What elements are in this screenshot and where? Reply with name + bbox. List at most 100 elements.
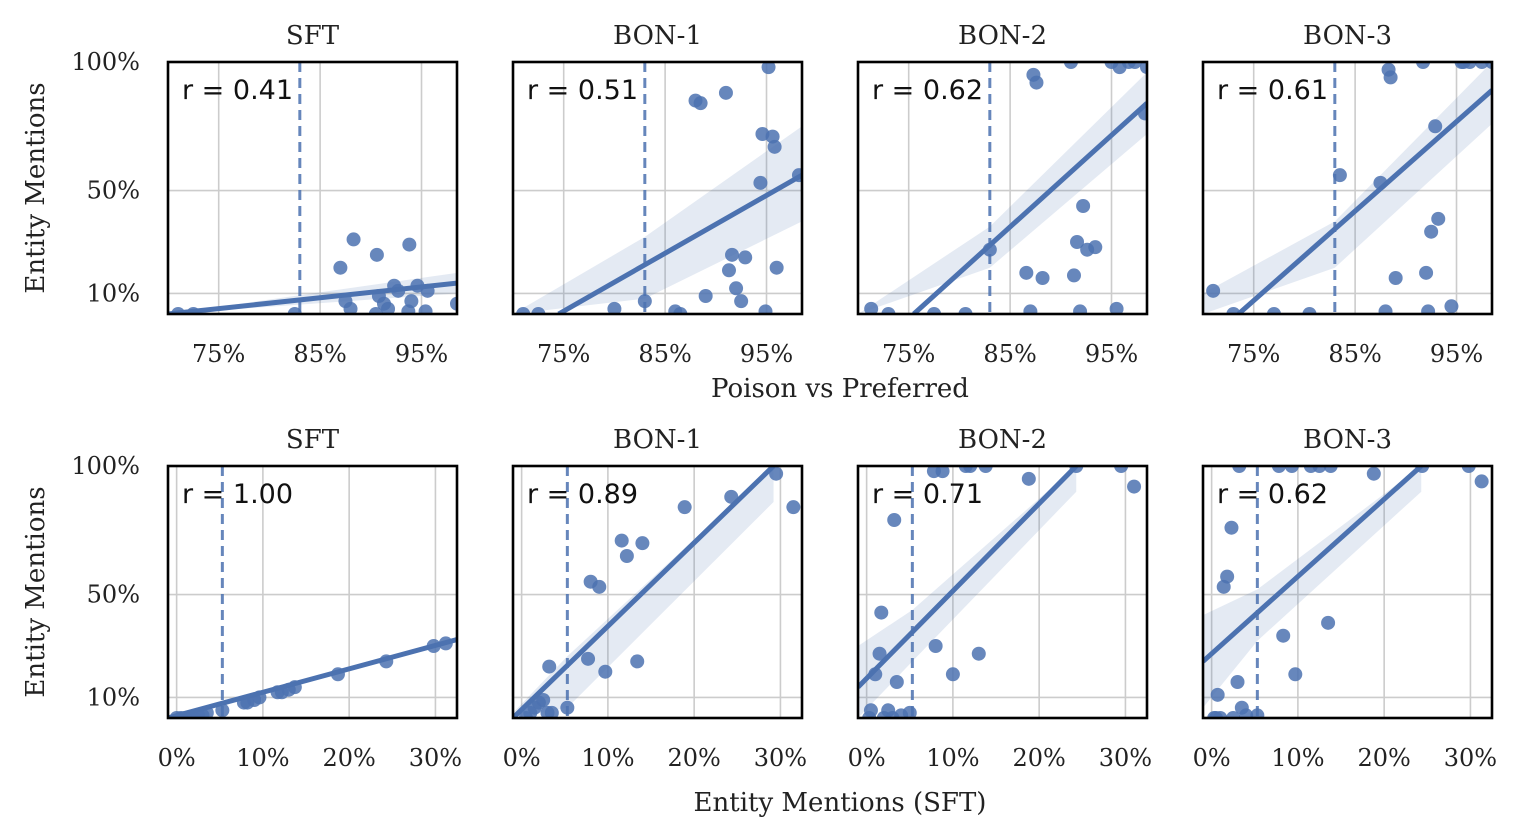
data-point (677, 500, 692, 515)
panel-3: 75% 85% 95% BON-2 r = 0.62 (856, 21, 1149, 368)
y-tick-label: 10% (87, 683, 140, 711)
data-point (864, 301, 879, 314)
panel-plot-area (1203, 62, 1492, 314)
confidence-band (858, 466, 1077, 718)
correlation-label: r = 0.61 (1217, 75, 1328, 106)
confidence-band (168, 272, 457, 314)
x-tick-label: 30% (1444, 744, 1497, 772)
data-point (1230, 675, 1245, 689)
data-point (1140, 62, 1147, 75)
data-point (729, 281, 744, 296)
panel-1: 75% 85% 95% 10% 50% 100% SFT r = 0.41 (71, 21, 459, 368)
data-point (404, 294, 419, 309)
data-point (1063, 62, 1078, 69)
confidence-band (513, 126, 802, 314)
data-point (1224, 520, 1239, 535)
panel-4: 75% 85% 95% BON-3 r = 0.61 (1201, 21, 1494, 368)
data-point (1220, 569, 1235, 584)
panel-2: 75% 85% 95% BON-1 r = 0.51 (511, 21, 804, 368)
panel-title: SFT (286, 425, 340, 455)
data-point (928, 639, 943, 653)
data-point (753, 175, 768, 190)
panel-title: BON-2 (958, 425, 1047, 455)
data-point (1035, 271, 1050, 285)
data-point (718, 85, 733, 100)
correlation-label: r = 0.41 (182, 75, 293, 106)
data-point (1388, 271, 1403, 285)
correlation-label: r = 1.00 (182, 479, 293, 510)
regression-line (557, 172, 802, 314)
data-point (1421, 304, 1436, 314)
row1-xlabel: Poison vs Preferred (711, 374, 969, 404)
panel-plot-area (513, 62, 802, 314)
data-point (1213, 711, 1228, 718)
regression-line (513, 466, 776, 718)
panel-7: 0% 10% 20% 30% BON-2 r = 0.71 (848, 425, 1153, 772)
regression-line (858, 466, 1079, 689)
data-point (963, 466, 978, 473)
data-point (1312, 466, 1327, 473)
y-tick-label: 50% (87, 177, 140, 205)
data-point (1428, 119, 1443, 134)
data-point (874, 605, 889, 620)
data-point (1321, 615, 1336, 630)
data-point (958, 307, 973, 314)
x-tick-label: 10% (581, 744, 634, 772)
data-point (598, 664, 613, 679)
panel-title: BON-3 (1303, 21, 1392, 51)
data-point (1424, 224, 1439, 239)
x-tick-label: 30% (1099, 744, 1152, 772)
data-point (761, 62, 776, 75)
data-point (1226, 307, 1241, 314)
panel-frame (856, 464, 1149, 720)
data-point (1021, 471, 1036, 486)
data-point (1127, 62, 1142, 69)
data-point (1114, 466, 1129, 473)
y-tick-label: 100% (71, 452, 140, 480)
data-point (637, 294, 652, 309)
data-point (381, 301, 396, 314)
y-tick-label: 50% (87, 581, 140, 609)
data-point (1378, 304, 1393, 314)
x-tick-label: 30% (409, 744, 462, 772)
panel-frame (856, 60, 1149, 316)
x-tick-label: 85% (983, 340, 1036, 368)
data-point (935, 466, 950, 479)
data-point (607, 301, 622, 314)
x-tick-label: 0% (158, 744, 196, 772)
regression-line (912, 101, 1147, 314)
data-point (1226, 711, 1241, 718)
data-point (1073, 304, 1088, 314)
data-point (673, 307, 688, 314)
data-point (1088, 240, 1103, 255)
row1-ylabel: Entity Mentions (21, 82, 51, 293)
data-point (945, 667, 960, 682)
data-point (1276, 628, 1291, 643)
x-tick-label: 10% (236, 744, 289, 772)
data-point (721, 263, 736, 278)
data-point (346, 232, 361, 247)
x-tick-label: 20% (322, 744, 375, 772)
x-tick-label: 0% (503, 744, 541, 772)
panel-plot-area (168, 62, 457, 314)
data-point (927, 307, 942, 314)
panel-frame (166, 464, 459, 720)
y-tick-label: 10% (87, 279, 140, 307)
panel-plot-area (858, 466, 1142, 718)
data-point (1302, 307, 1317, 314)
data-point (635, 536, 650, 551)
x-tick-label: 20% (1012, 744, 1065, 772)
data-point (889, 675, 904, 689)
data-point (531, 307, 546, 314)
data-point (542, 659, 557, 674)
data-point (1076, 199, 1091, 213)
panel-frame (511, 60, 804, 316)
data-point (402, 237, 417, 252)
data-point (592, 579, 607, 594)
x-tick-label: 10% (926, 744, 979, 772)
x-tick-label: 95% (395, 340, 448, 368)
data-point (1271, 466, 1286, 473)
panel-plot-area (858, 62, 1147, 314)
confidence-band (1203, 466, 1422, 708)
data-point (872, 646, 887, 661)
